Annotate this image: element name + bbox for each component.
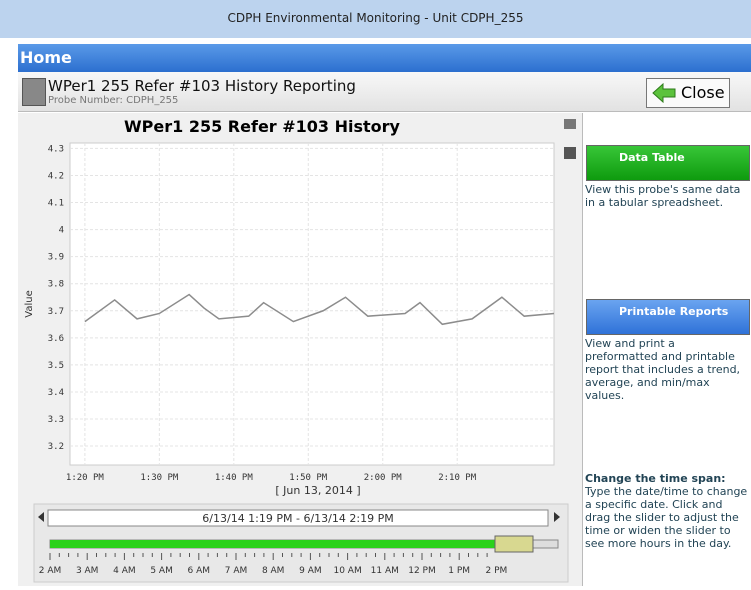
x-tick-label: 1:50 PM (289, 473, 328, 483)
y-tick-label: 3.5 (48, 361, 64, 371)
panel-title: WPer1 255 Refer #103 History Reporting (48, 77, 356, 95)
window-title: CDPH Environmental Monitoring - Unit CDP… (0, 0, 751, 38)
data-table-button[interactable]: Data Table (586, 145, 750, 181)
y-tick-label: 3.8 (48, 280, 64, 290)
x-tick-label: 1:20 PM (66, 473, 105, 483)
x-axis-label: [ Jun 13, 2014 ] (275, 484, 360, 497)
time-span-title: Change the time span: (585, 472, 726, 485)
close-icon (652, 83, 676, 103)
slider-label: 5 AM (150, 566, 173, 576)
slider-label: 6 AM (188, 566, 211, 576)
slider-label: 2 PM (486, 566, 508, 576)
close-button[interactable]: Close (646, 78, 730, 108)
y-tick-label: 3.2 (48, 442, 64, 452)
slider-label: 1 PM (448, 566, 470, 576)
x-tick-label: 1:30 PM (140, 473, 179, 483)
x-tick-label: 2:00 PM (364, 473, 403, 483)
y-tick-label: 3.4 (48, 388, 64, 398)
reports-button[interactable]: Printable Reports (586, 299, 750, 335)
y-tick-label: 3.9 (48, 253, 64, 263)
y-tick-label: 3.7 (48, 307, 64, 317)
reports-label[interactable]: Printable Reports (619, 305, 729, 318)
slider-label: 3 AM (76, 566, 99, 576)
slider-label: 9 AM (299, 566, 322, 576)
panel-icon (22, 78, 46, 106)
time-span-text: Type the date/time to change a specific … (585, 485, 748, 550)
range-text: 6/13/14 1:19 PM - 6/13/14 2:19 PM (202, 512, 393, 525)
panel-subtitle: Probe Number: CDPH_255 (48, 95, 179, 106)
slider-label: 12 PM (408, 566, 436, 576)
chart-title: WPer1 255 Refer #103 History (124, 117, 401, 136)
chart-panel: WPer1 255 Refer #103 History Value [ Jun… (18, 113, 583, 586)
slider-label: 7 AM (225, 566, 248, 576)
y-tick-label: 3.3 (48, 415, 64, 425)
slider-fill (50, 540, 495, 548)
data-table-text: View this probe's same data in a tabular… (585, 183, 741, 209)
y-tick-label: 4.2 (48, 171, 64, 181)
y-tick-label: 4.1 (48, 199, 64, 209)
slider-label: 4 AM (113, 566, 136, 576)
range-box[interactable] (47, 509, 549, 527)
slider-left[interactable] (38, 512, 44, 522)
x-tick-label: 1:40 PM (215, 473, 254, 483)
slider-label: 8 AM (262, 566, 285, 576)
slider-label: 10 AM (333, 566, 361, 576)
data-line (84, 293, 555, 326)
x-tick-label: 2:10 PM (438, 473, 477, 483)
print-icon[interactable] (564, 119, 576, 129)
y-tick-label: 4 (59, 226, 64, 236)
slider-right[interactable] (554, 512, 560, 522)
plot-area (69, 142, 555, 466)
y-tick-label: 3.6 (48, 334, 64, 344)
y-tick-label: 4.3 (48, 144, 64, 154)
chart: WPer1 255 Refer #103 History Value [ Jun… (24, 117, 576, 583)
slider-thumb[interactable] (494, 535, 534, 553)
save-icon[interactable] (564, 147, 576, 159)
reports-text: View and print a preformatted and printa… (585, 337, 741, 402)
data-table-label[interactable]: Data Table (619, 151, 685, 164)
nav-title[interactable]: Home (18, 44, 751, 72)
side-panel: Data Table View this probe's same data i… (584, 113, 751, 586)
slider-label: 2 AM (39, 566, 62, 576)
panel-header: WPer1 255 Refer #103 History Reporting P… (18, 72, 751, 112)
close-label[interactable]: Close (681, 83, 725, 102)
y-axis-label: Value (24, 290, 35, 317)
slider-label: 11 AM (371, 566, 399, 576)
